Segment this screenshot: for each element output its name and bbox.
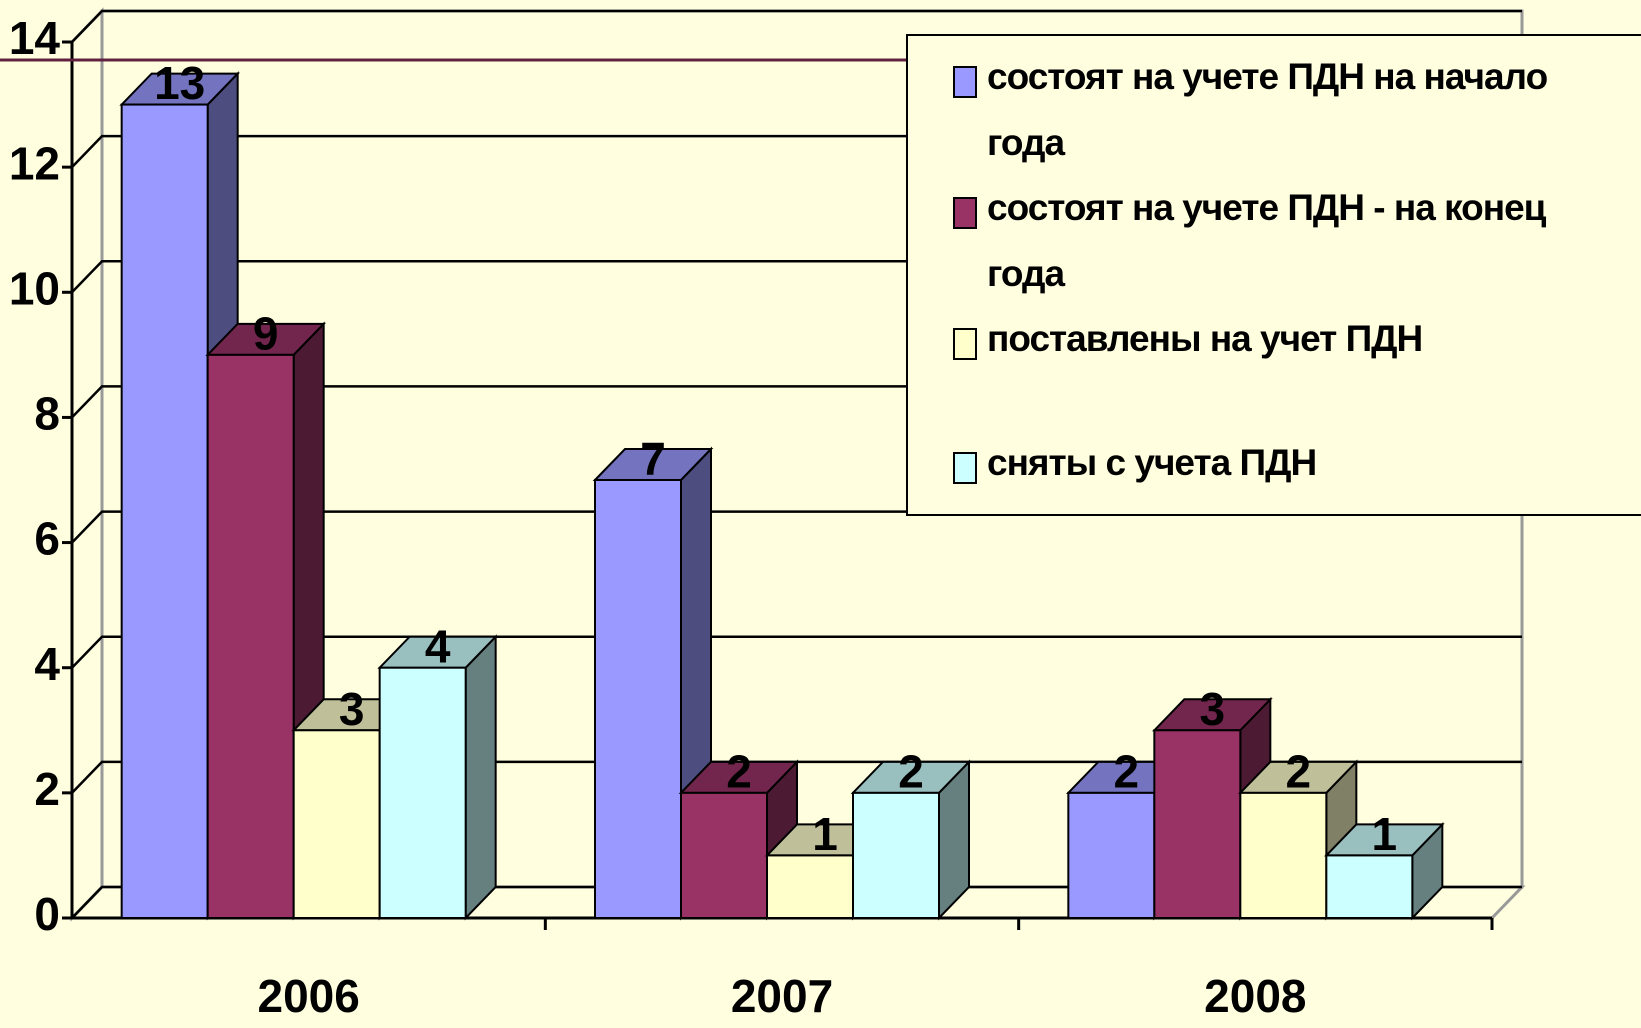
legend-swatch bbox=[953, 452, 977, 484]
grid-line-segment bbox=[71, 635, 1522, 669]
bar-front bbox=[1325, 854, 1414, 920]
bar-front bbox=[852, 791, 940, 919]
bar bbox=[377, 634, 499, 921]
legend-item: состоят на учете ПДН на начало года bbox=[953, 56, 1631, 189]
legend-swatch bbox=[953, 197, 977, 229]
grid-line bbox=[71, 635, 1522, 669]
bar bbox=[1237, 759, 1359, 921]
bar-front bbox=[292, 729, 381, 919]
bar-front bbox=[766, 854, 854, 920]
data-label: 7 bbox=[640, 433, 666, 485]
grid-line-segment bbox=[71, 885, 1522, 919]
y-tick-label: 0 bbox=[34, 888, 60, 940]
side-wall bbox=[70, 7, 104, 922]
grid-line bbox=[71, 9, 1522, 43]
data-label: 1 bbox=[1372, 808, 1398, 860]
legend: состоят на учете ПДН на начало года состо… bbox=[906, 34, 1641, 516]
data-label: 2 bbox=[898, 746, 924, 798]
x-tick-label: 2006 bbox=[257, 970, 359, 1022]
data-label: 9 bbox=[253, 308, 279, 360]
data-label: 2 bbox=[1286, 746, 1312, 798]
y-tick-label: 4 bbox=[34, 638, 60, 690]
data-label: 3 bbox=[339, 683, 365, 735]
bar-front bbox=[378, 666, 467, 920]
bar-front bbox=[680, 791, 768, 919]
bar bbox=[1323, 821, 1445, 921]
data-label: 3 bbox=[1200, 683, 1226, 735]
y-tick-label: 2 bbox=[34, 763, 60, 815]
x-tick-label: 2008 bbox=[1204, 970, 1306, 1022]
bar-front bbox=[594, 479, 682, 919]
y-tick-label: 10 bbox=[9, 262, 60, 314]
grid-line-segment bbox=[71, 9, 1522, 43]
legend-label: сняты с учета ПДН bbox=[987, 442, 1317, 483]
data-label: 2 bbox=[726, 746, 752, 798]
bar-front bbox=[206, 353, 295, 920]
y-tick-label: 6 bbox=[34, 513, 60, 565]
x-tick-label: 2007 bbox=[731, 970, 833, 1022]
legend-label: состоят на учете ПДН - на конец года bbox=[987, 187, 1546, 294]
bar-front bbox=[1067, 791, 1156, 919]
bar-front bbox=[1239, 791, 1328, 919]
y-tick-label: 14 bbox=[9, 12, 61, 64]
bar-front bbox=[120, 103, 209, 920]
bar-side bbox=[464, 634, 497, 921]
data-label: 2 bbox=[1114, 746, 1140, 798]
legend-swatch bbox=[953, 66, 977, 98]
legend-item: сняты с учета ПДН bbox=[953, 442, 1631, 575]
grid-line bbox=[71, 760, 1522, 794]
legend-swatch bbox=[953, 328, 977, 360]
grid-line-segment bbox=[71, 760, 1522, 794]
legend-label: состоят на учете ПДН на начало года bbox=[987, 56, 1548, 163]
data-label: 13 bbox=[154, 57, 205, 109]
data-label: 1 bbox=[812, 808, 838, 860]
bar bbox=[850, 759, 972, 921]
grid-line bbox=[71, 885, 1522, 919]
data-label: 4 bbox=[425, 620, 451, 672]
y-tick-label: 12 bbox=[9, 137, 60, 189]
bar-front bbox=[1153, 729, 1242, 919]
legend-item: поставлены на учет ПДН bbox=[953, 318, 1631, 444]
y-tick-label: 8 bbox=[34, 388, 60, 440]
legend-item: состоят на учете ПДН - на конец года bbox=[953, 187, 1631, 320]
legend-label: поставлены на учет ПДН bbox=[987, 318, 1423, 359]
